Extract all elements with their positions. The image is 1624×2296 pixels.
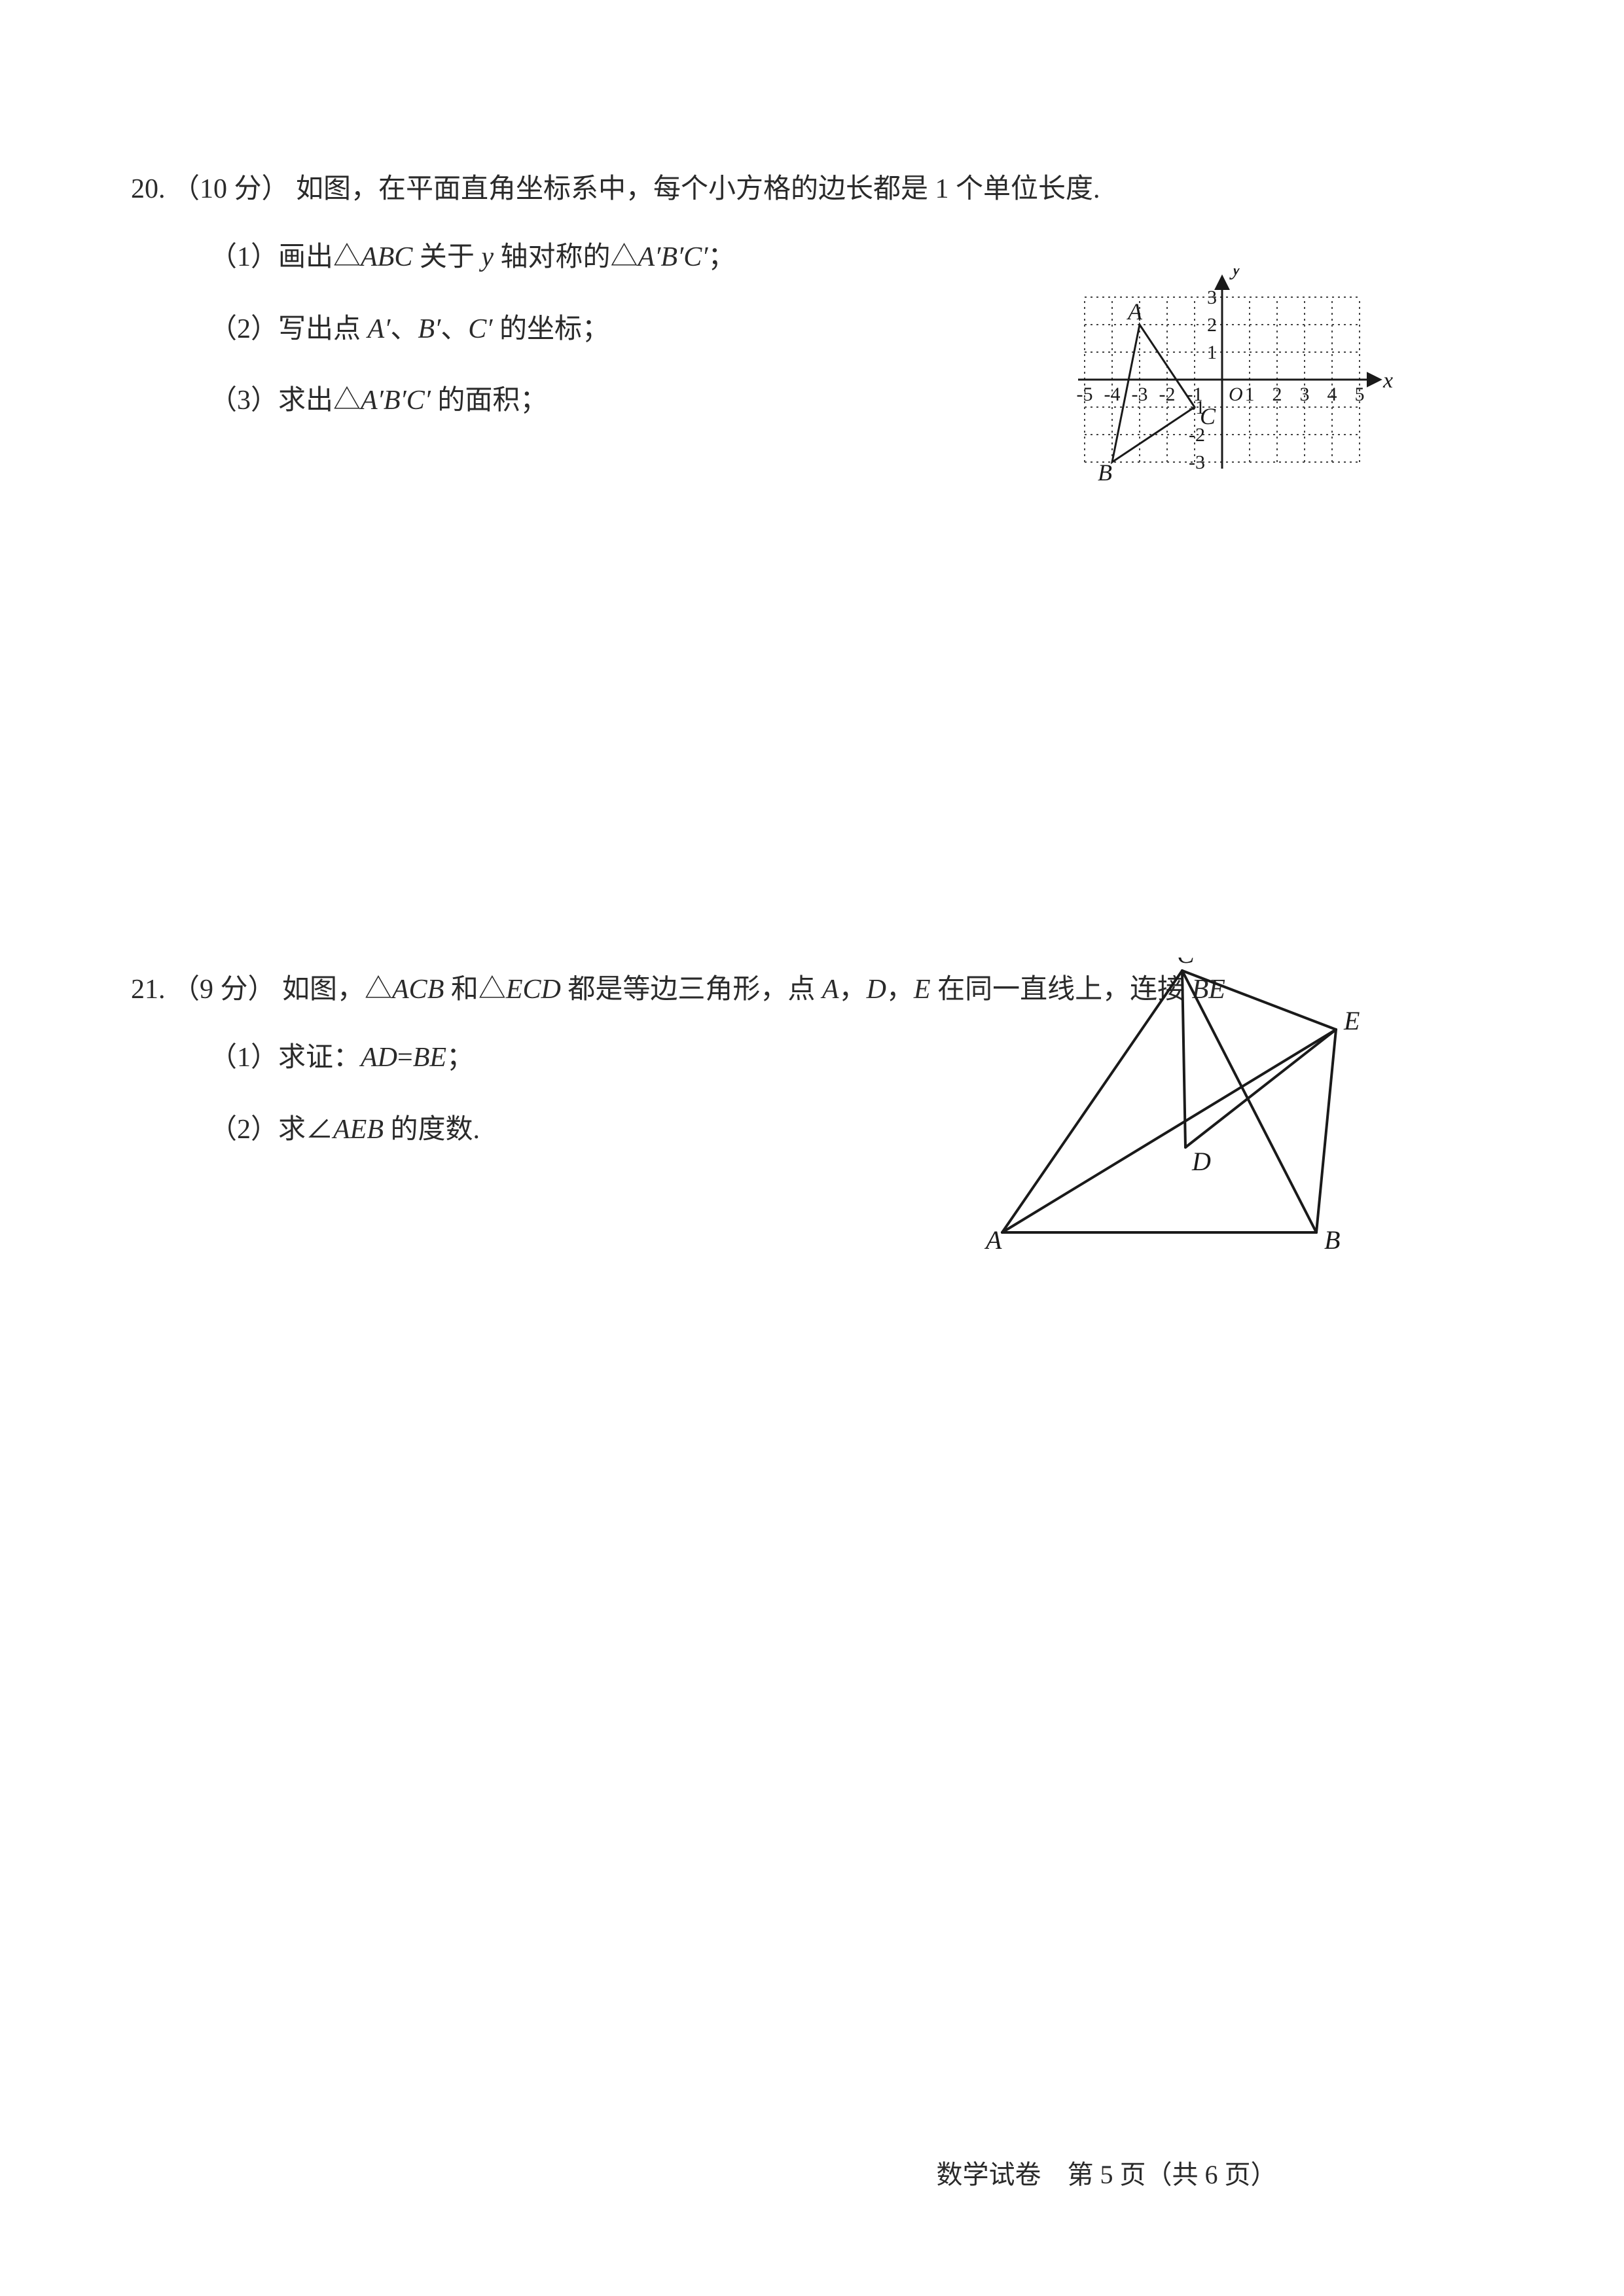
q20-stem-text: 如图，在平面直角坐标系中，每个小方格的边长都是 1 个单位长度. (296, 174, 1100, 204)
page-footer: 数学试卷 第 5 页（共 6 页） (0, 2153, 1624, 2191)
svg-text:-4: -4 (1104, 384, 1121, 405)
q20-figure: -5-4-3-2-112345-3-2-1123OxyABC (1056, 268, 1415, 507)
svg-text:C: C (1200, 403, 1216, 429)
svg-text:A: A (1127, 298, 1143, 325)
svg-text:B: B (1098, 459, 1112, 486)
question-21: 21. （9 分） 如图，△ACB 和△ECD 都是等边三角形，点 A，D，E … (131, 964, 1493, 1156)
q20-points: （10 分） (172, 174, 289, 204)
svg-text:x: x (1382, 368, 1393, 393)
svg-text:2: 2 (1272, 384, 1282, 405)
svg-text:4: 4 (1327, 384, 1337, 405)
question-20: 20. （10 分） 如图，在平面直角坐标系中，每个小方格的边长都是 1 个单位… (131, 164, 1493, 427)
svg-text:-3: -3 (1189, 452, 1205, 473)
svg-text:5: 5 (1355, 384, 1365, 405)
svg-text:E: E (1343, 1006, 1360, 1035)
svg-text:y: y (1229, 268, 1242, 280)
svg-text:1: 1 (1245, 384, 1255, 405)
svg-text:3: 3 (1207, 287, 1217, 308)
q20-number: 20. (131, 174, 166, 204)
svg-text:-2: -2 (1159, 384, 1176, 405)
svg-text:3: 3 (1300, 384, 1310, 405)
geometric-figure-svg: A B C D E (983, 958, 1375, 1272)
footer-subject: 数学试卷 (937, 2160, 1041, 2189)
q21-figure: A B C D E (983, 958, 1375, 1275)
q21-number: 21. (131, 975, 166, 1005)
svg-text:-3: -3 (1132, 384, 1148, 405)
svg-text:C: C (1177, 958, 1195, 969)
svg-text:A: A (984, 1225, 1002, 1255)
q20-stem-line: 20. （10 分） 如图，在平面直角坐标系中，每个小方格的边长都是 1 个单位… (131, 164, 1493, 216)
q21-points: （9 分） (172, 975, 276, 1005)
footer-page: 第 5 页（共 6 页） (1068, 2160, 1277, 2189)
svg-text:2: 2 (1207, 314, 1217, 336)
coordinate-grid-svg: -5-4-3-2-112345-3-2-1123OxyABC (1056, 268, 1415, 504)
exam-page: 20. （10 分） 如图，在平面直角坐标系中，每个小方格的边长都是 1 个单位… (0, 0, 1624, 2296)
svg-text:B: B (1324, 1225, 1340, 1255)
svg-text:O: O (1229, 384, 1243, 405)
svg-text:D: D (1191, 1147, 1211, 1176)
svg-text:1: 1 (1207, 342, 1217, 363)
svg-text:-5: -5 (1077, 384, 1093, 405)
